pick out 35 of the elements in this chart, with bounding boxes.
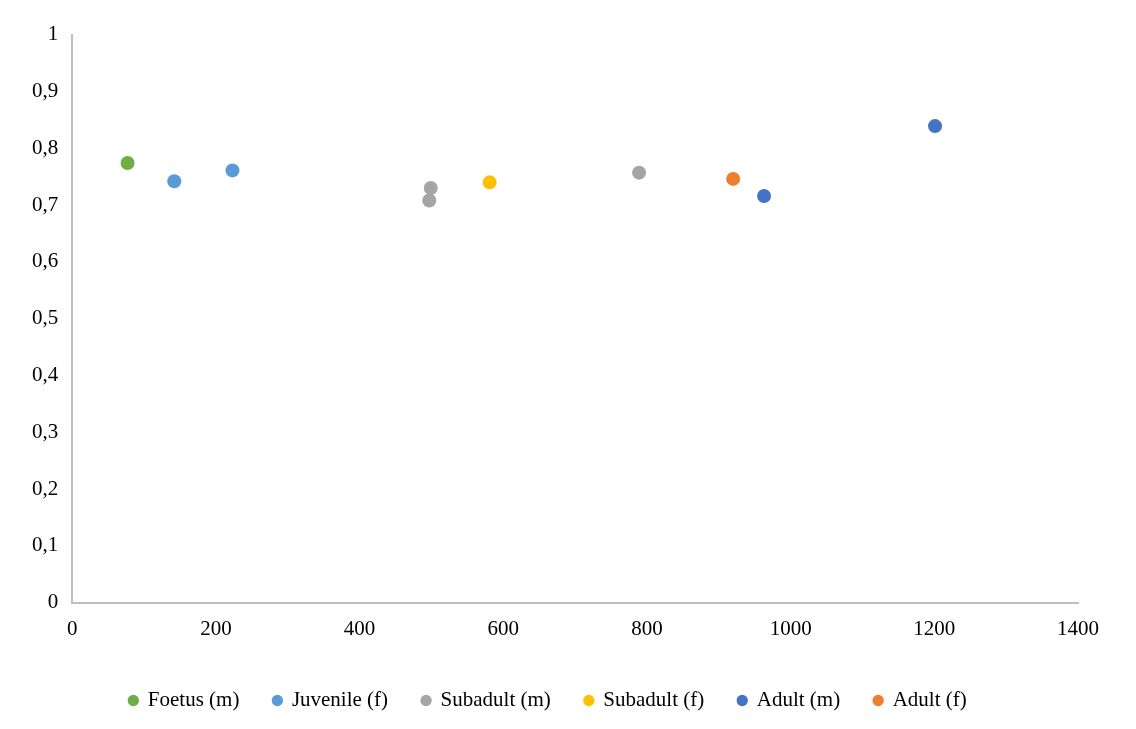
- legend-label: Subadult (m): [440, 687, 551, 712]
- x-tick-label: 800: [631, 615, 663, 640]
- point: [167, 174, 182, 189]
- x-tick-label: 200: [200, 615, 232, 640]
- y-tick-label: 0,5: [32, 305, 59, 330]
- y-tick-label: 0,4: [32, 362, 59, 387]
- x-tick-label: 1400: [1057, 615, 1099, 640]
- y-tick-label: 0: [47, 589, 59, 614]
- y-tick-label: 0,8: [32, 134, 59, 159]
- legend-label: Subadult (f): [603, 687, 705, 712]
- y-tick-label: 0,1: [32, 532, 59, 557]
- legend-label: Adult (m): [756, 687, 841, 712]
- y-tick-label: 0,6: [32, 248, 59, 273]
- point: [120, 156, 135, 171]
- y-tick-label: 1: [47, 21, 59, 46]
- point: [423, 181, 438, 196]
- x-tick-label: 400: [343, 615, 376, 640]
- y-tick-label: 0,2: [32, 475, 59, 500]
- x-tick-label: 600: [487, 615, 520, 640]
- legend-label: Adult (f): [892, 687, 967, 712]
- point: [632, 165, 647, 180]
- point: [726, 171, 741, 186]
- x-tick-label: 1200: [913, 615, 956, 640]
- x-tick-label: 0: [67, 615, 78, 640]
- point: [757, 188, 772, 203]
- y-tick-label: 0,7: [32, 191, 59, 216]
- x-tick-label: 1000: [769, 615, 812, 640]
- point: [225, 163, 240, 178]
- point: [422, 193, 437, 208]
- point: [482, 175, 497, 190]
- point: [928, 119, 943, 134]
- legend-label: Juvenile (f): [291, 687, 389, 712]
- y-tick-label: 0,3: [32, 418, 59, 443]
- legend-label: Foetus (m): [147, 687, 240, 712]
- y-tick-label: 0,9: [32, 77, 59, 102]
